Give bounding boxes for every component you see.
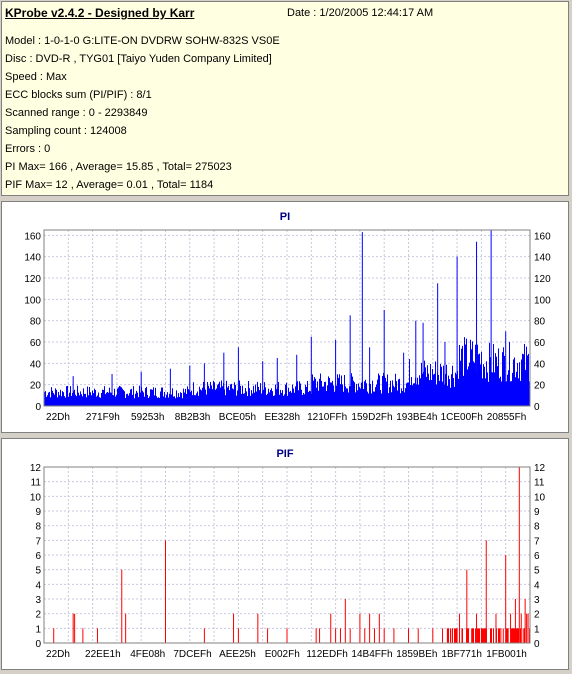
y-tick-label-right: 11 bbox=[534, 478, 545, 489]
x-tick-label: 22EE1h bbox=[85, 649, 121, 660]
y-tick-label-left: 4 bbox=[35, 580, 41, 591]
y-tick-label-right: 3 bbox=[534, 595, 540, 606]
plot-border bbox=[43, 229, 531, 407]
info-pif-stats: PIF Max= 12 , Average= 0.01 , Total= 118… bbox=[5, 179, 214, 191]
y-tick-label-left: 80 bbox=[30, 317, 42, 328]
y-tick-label-right: 1 bbox=[534, 624, 540, 635]
x-tick-label: 14B4FFh bbox=[351, 649, 392, 660]
x-tick-label: 59253h bbox=[131, 412, 164, 423]
x-tick-label: 1CE00Fh bbox=[441, 412, 483, 423]
y-tick-label-right: 6 bbox=[534, 551, 540, 562]
x-tick-label: 8B2B3h bbox=[175, 412, 211, 423]
y-tick-label-left: 2 bbox=[35, 610, 41, 621]
y-tick-label-right: 100 bbox=[534, 295, 551, 306]
x-tick-label: 1859BEh bbox=[396, 649, 437, 660]
app-title: KProbe v2.4.2 - Designed by Karr bbox=[5, 6, 195, 20]
info-pi-stats: PI Max= 166 , Average= 15.85 , Total= 27… bbox=[5, 161, 232, 173]
y-tick-label-right: 12 bbox=[534, 463, 546, 474]
plot-border bbox=[43, 466, 531, 644]
y-tick-label-right: 4 bbox=[534, 580, 540, 591]
x-tick-label: 1FB001h bbox=[486, 649, 527, 660]
pi-chart-panel: PI 0 0 20 20 40 40 60 60 80 80 100 100 120 120 140 140 16… bbox=[1, 201, 569, 433]
x-tick-label: 193BE4h bbox=[396, 412, 437, 423]
y-tick-label-right: 20 bbox=[534, 381, 546, 392]
y-tick-label-left: 3 bbox=[35, 595, 41, 606]
chart-title: PIF bbox=[276, 448, 293, 460]
y-tick-label-left: 20 bbox=[30, 381, 42, 392]
y-tick-label-left: 12 bbox=[30, 463, 42, 474]
x-tick-label: 4FE08h bbox=[130, 649, 165, 660]
data-series bbox=[53, 467, 530, 643]
x-tick-label: 1BF771h bbox=[441, 649, 482, 660]
info-range: Scanned range : 0 - 2293849 bbox=[5, 107, 148, 119]
y-tick-label-right: 10 bbox=[534, 492, 546, 503]
y-tick-label-right: 40 bbox=[534, 359, 546, 370]
y-tick-label-right: 140 bbox=[534, 253, 551, 264]
info-speed: Speed : Max bbox=[5, 71, 67, 83]
y-tick-label-left: 40 bbox=[30, 359, 42, 370]
x-tick-label: E002Fh bbox=[265, 649, 300, 660]
info-sampling: Sampling count : 124008 bbox=[5, 125, 127, 137]
pif-chart-panel: PIF 0 0 1 1 2 2 3 3 4 4 5 5 6 6 7 7 8 8 9 9 10 10 11 11 12 12 22Dh 2… bbox=[1, 438, 569, 670]
x-tick-label: 271F9h bbox=[86, 412, 120, 423]
y-tick-label-left: 60 bbox=[30, 338, 42, 349]
x-tick-label: 22Dh bbox=[46, 649, 70, 660]
y-tick-label-right: 0 bbox=[534, 639, 540, 650]
x-tick-label: EE328h bbox=[264, 412, 300, 423]
x-tick-label: 22Dh bbox=[46, 412, 70, 423]
info-disc: Disc : DVD-R , TYG01 [Taiyo Yuden Compan… bbox=[5, 53, 272, 65]
info-model: Model : 1-0-1-0 G:LITE-ON DVDRW SOHW-832… bbox=[5, 35, 280, 47]
y-tick-label-left: 9 bbox=[35, 507, 41, 518]
y-tick-label-left: 160 bbox=[24, 231, 41, 242]
y-tick-label-right: 2 bbox=[534, 610, 540, 621]
x-tick-label: 20855Fh bbox=[487, 412, 526, 423]
y-tick-label-left: 5 bbox=[35, 566, 41, 577]
x-tick-label: BCE05h bbox=[219, 412, 256, 423]
y-tick-label-right: 7 bbox=[534, 536, 540, 547]
x-tick-label: 1210FFh bbox=[307, 412, 347, 423]
info-errors: Errors : 0 bbox=[5, 143, 51, 155]
y-tick-label-right: 0 bbox=[534, 402, 540, 413]
y-tick-label-left: 140 bbox=[24, 253, 41, 264]
x-tick-label: 112EDFh bbox=[306, 649, 348, 660]
y-tick-label-right: 60 bbox=[534, 338, 546, 349]
x-tick-label: AEE25h bbox=[219, 649, 256, 660]
y-tick-label-left: 8 bbox=[35, 522, 41, 533]
y-tick-label-left: 100 bbox=[24, 295, 41, 306]
chart-title: PI bbox=[280, 211, 290, 223]
y-tick-label-left: 0 bbox=[35, 402, 41, 413]
y-tick-label-left: 120 bbox=[24, 274, 41, 285]
y-tick-label-right: 80 bbox=[534, 317, 546, 328]
y-tick-label-left: 7 bbox=[35, 536, 41, 547]
y-tick-label-left: 0 bbox=[35, 639, 41, 650]
pi-chart: PI 0 0 20 20 40 40 60 60 80 80 100 100 120 120 140 140 16… bbox=[24, 211, 551, 423]
y-tick-label-left: 11 bbox=[31, 478, 42, 489]
scan-date: Date : 1/20/2005 12:44:17 AM bbox=[287, 7, 434, 19]
y-tick-label-right: 8 bbox=[534, 522, 540, 533]
y-tick-label-left: 1 bbox=[35, 624, 41, 635]
y-tick-label-right: 5 bbox=[534, 566, 540, 577]
y-tick-label-right: 9 bbox=[534, 507, 540, 518]
x-tick-label: 7DCEFh bbox=[173, 649, 211, 660]
y-tick-label-right: 160 bbox=[534, 231, 551, 242]
info-panel: KProbe v2.4.2 - Designed by Karr Date : … bbox=[1, 1, 569, 196]
y-tick-label-right: 120 bbox=[534, 274, 551, 285]
y-tick-label-left: 6 bbox=[35, 551, 41, 562]
info-ecc: ECC blocks sum (PI/PIF) : 8/1 bbox=[5, 89, 152, 101]
x-tick-label: 159D2Fh bbox=[351, 412, 392, 423]
y-tick-label-left: 10 bbox=[30, 492, 42, 503]
